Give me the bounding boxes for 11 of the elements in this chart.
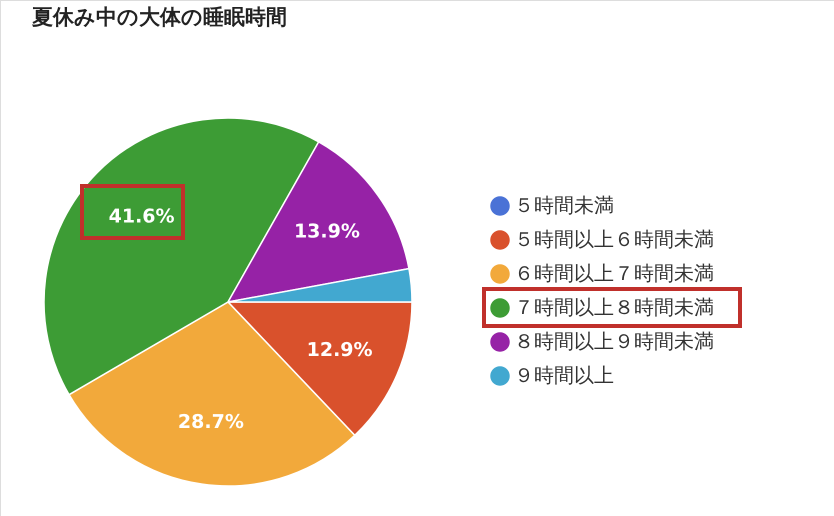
- legend-label: ５時間以上６時間未満: [514, 227, 714, 251]
- legend-label: ９時間以上: [514, 363, 614, 387]
- data-label: 28.7%: [178, 411, 244, 434]
- chart-title: 夏休み中の大体の睡眠時間: [31, 5, 287, 29]
- data-label: 13.9%: [294, 220, 360, 243]
- data-label: 41.6%: [108, 206, 175, 228]
- legend-label: ５時間未満: [514, 193, 614, 217]
- legend-label: ６時間以上７時間未満: [514, 261, 714, 285]
- legend-label: ８時間以上９時間未満: [514, 329, 714, 353]
- legend-label: ７時間以上８時間未満: [514, 295, 714, 319]
- data-label: 12.9%: [306, 338, 373, 361]
